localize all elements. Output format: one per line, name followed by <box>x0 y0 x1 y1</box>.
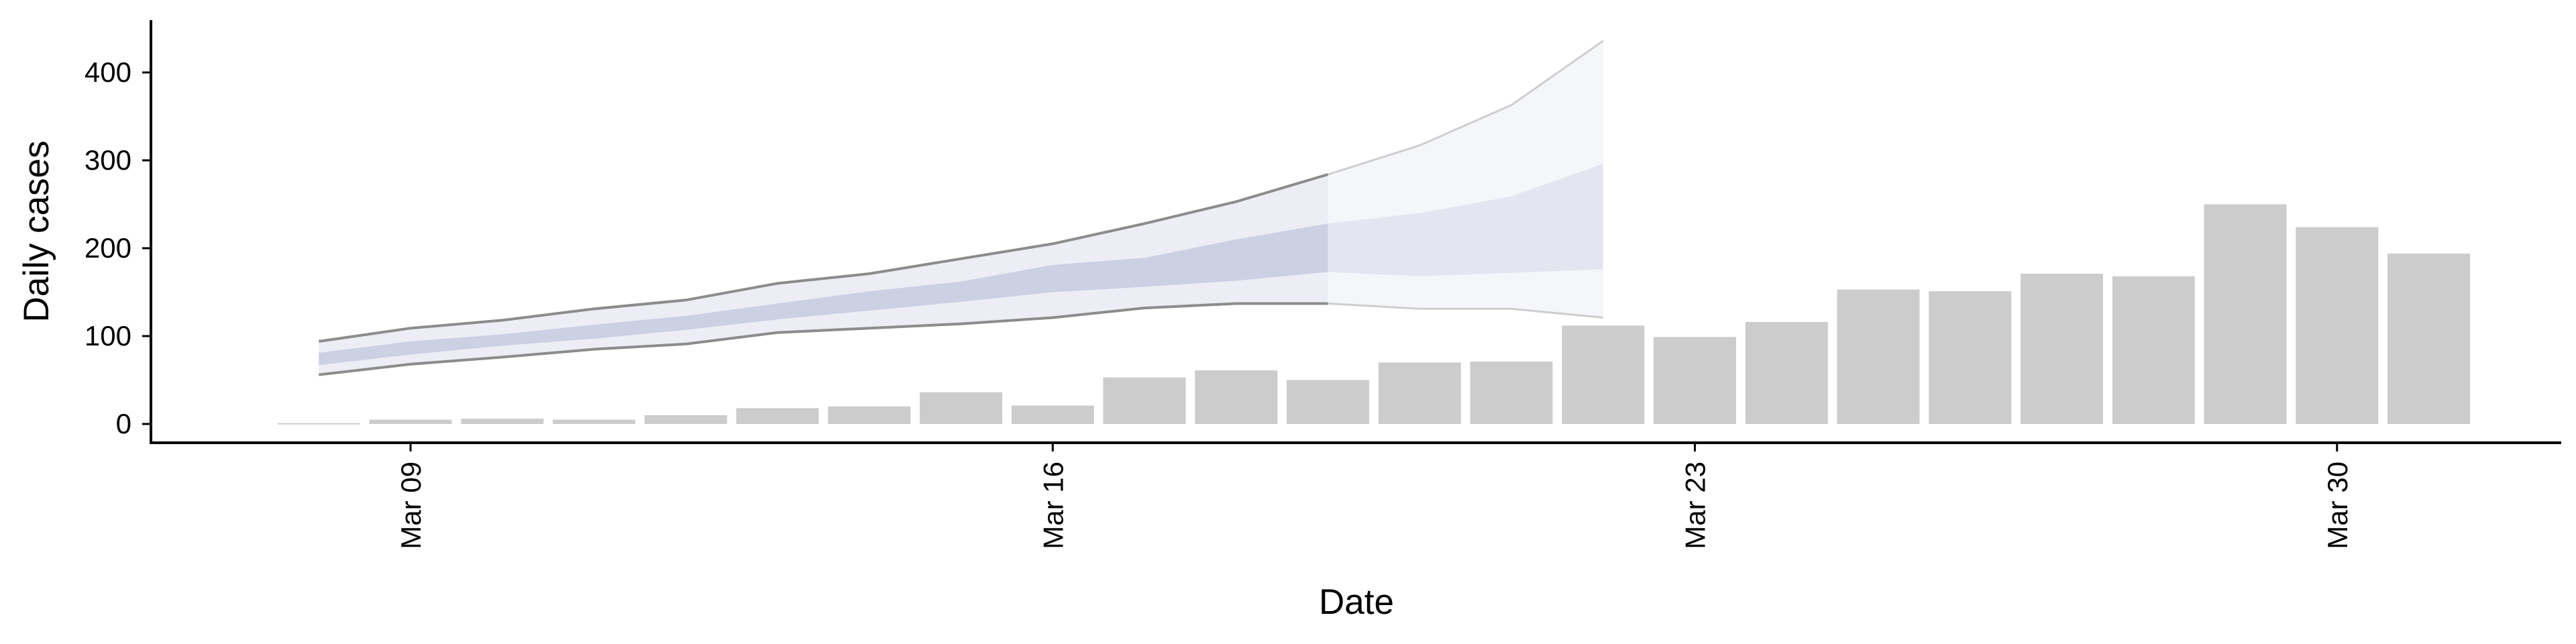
y-tick-label: 300 <box>85 144 131 176</box>
daily-case-bar <box>1562 325 1645 424</box>
forecast-outer-band <box>319 174 1328 375</box>
bars-layer <box>277 204 2470 425</box>
daily-case-bar <box>2204 204 2287 424</box>
daily-case-bar <box>920 392 1002 424</box>
forecast-lower-line <box>319 302 1328 376</box>
forecast-upper-line <box>319 173 1329 343</box>
daily-case-bar <box>553 419 635 424</box>
y-tick-label: 400 <box>85 56 131 88</box>
projection-outer-band <box>1328 40 1603 318</box>
daily-case-bar <box>1195 370 1278 424</box>
x-tick-label: Mar 09 <box>395 462 427 549</box>
x-tick-label: Mar 16 <box>1037 462 1069 549</box>
daily-case-bar <box>461 419 544 424</box>
daily-case-bar <box>736 408 819 424</box>
projection-inner-band <box>1328 164 1603 276</box>
x-tick-label: Mar 30 <box>2322 462 2353 549</box>
daily-case-bar <box>1745 322 1828 424</box>
daily-case-bar <box>2112 276 2195 424</box>
daily-case-bar <box>1929 291 2012 424</box>
daily-case-bar <box>277 423 360 425</box>
forecast-layer <box>319 40 1604 376</box>
daily-case-bar <box>1654 337 1736 424</box>
x-tick-label: Mar 23 <box>1680 462 1711 549</box>
daily-case-bar <box>1470 362 1553 424</box>
daily-case-bar <box>369 419 452 424</box>
x-axis-title: Date <box>1319 582 1394 622</box>
daily-case-bar <box>1103 377 1186 424</box>
daily-case-bar <box>2387 253 2470 424</box>
projection-upper-line <box>1328 40 1604 176</box>
daily-case-bar <box>1378 362 1461 424</box>
daily-case-bar <box>1287 380 1369 424</box>
y-tick-label: 0 <box>116 408 131 439</box>
daily-case-bar <box>644 415 727 424</box>
daily-case-bar <box>2021 274 2103 424</box>
axes-layer <box>150 20 2561 444</box>
y-ticks: 0 100 200 300 400 <box>85 56 151 439</box>
daily-case-bar <box>1011 405 1094 424</box>
daily-case-bar <box>2296 227 2379 424</box>
y-tick-label: 100 <box>85 320 131 352</box>
x-ticks: Mar 09 Mar 16 Mar 23 Mar 30 <box>395 443 2353 549</box>
daily-case-bar <box>1837 289 1920 424</box>
forecast-inner-band <box>319 223 1328 366</box>
projection-lower-line <box>1328 303 1603 319</box>
y-axis-title: Daily cases <box>17 141 56 323</box>
y-tick-label: 200 <box>85 232 131 264</box>
daily-case-bar <box>828 406 911 424</box>
